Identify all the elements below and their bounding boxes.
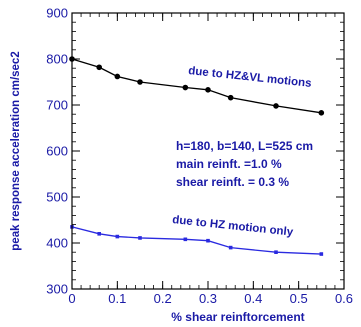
data-point bbox=[205, 87, 211, 93]
y-tick-label: 700 bbox=[46, 98, 68, 113]
x-tick-label: 0 bbox=[68, 291, 75, 306]
data-point bbox=[227, 94, 234, 101]
annotation-main-reinft: main reinft. =1.0 % bbox=[176, 157, 282, 171]
y-tick-label: 300 bbox=[46, 282, 68, 297]
data-point bbox=[183, 237, 188, 242]
y-tick-label: 400 bbox=[46, 236, 68, 251]
data-point bbox=[137, 79, 143, 85]
data-point bbox=[228, 245, 233, 250]
data-point bbox=[274, 250, 278, 254]
x-tick-label: 0.1 bbox=[108, 291, 126, 306]
annotation-dimensions: h=180, b=140, L=525 cm bbox=[176, 139, 313, 153]
data-point bbox=[273, 103, 279, 109]
y-axis-label: peak response acceleration cm/sec2 bbox=[10, 51, 22, 250]
x-tick-label: 0.6 bbox=[335, 291, 353, 306]
data-point bbox=[319, 252, 324, 256]
annotation-shear-reinft: shear reinft. = 0.3 % bbox=[176, 175, 289, 189]
x-tick-label: 0.2 bbox=[154, 291, 172, 306]
data-point bbox=[318, 110, 325, 116]
data-point bbox=[206, 238, 210, 243]
y-tick-label: 500 bbox=[46, 190, 68, 205]
data-point bbox=[138, 236, 142, 240]
data-point bbox=[96, 64, 102, 71]
plot-frame bbox=[71, 12, 345, 290]
x-tick-label: 0.5 bbox=[290, 291, 308, 306]
tick-labels: 0 0.1 0.2 0.3 0.4 0.5 0.6 300 400 500 600 700 800 900 bbox=[46, 6, 353, 307]
y-tick-label: 600 bbox=[46, 144, 68, 159]
data-point bbox=[114, 73, 121, 80]
y-tick-label: 900 bbox=[46, 6, 68, 21]
x-tick-label: 0.3 bbox=[199, 291, 217, 306]
series-label-hz-vl: due to HZ&VL motions bbox=[188, 65, 312, 90]
series-label-hz: due to HZ motion only bbox=[172, 214, 295, 239]
data-point bbox=[115, 234, 120, 239]
x-tick-label: 0.4 bbox=[244, 291, 262, 306]
x-axis-label: % shear reinftorcement bbox=[171, 310, 304, 324]
y-tick-label: 800 bbox=[46, 52, 68, 67]
data-point bbox=[97, 232, 101, 236]
data-point bbox=[182, 84, 189, 91]
